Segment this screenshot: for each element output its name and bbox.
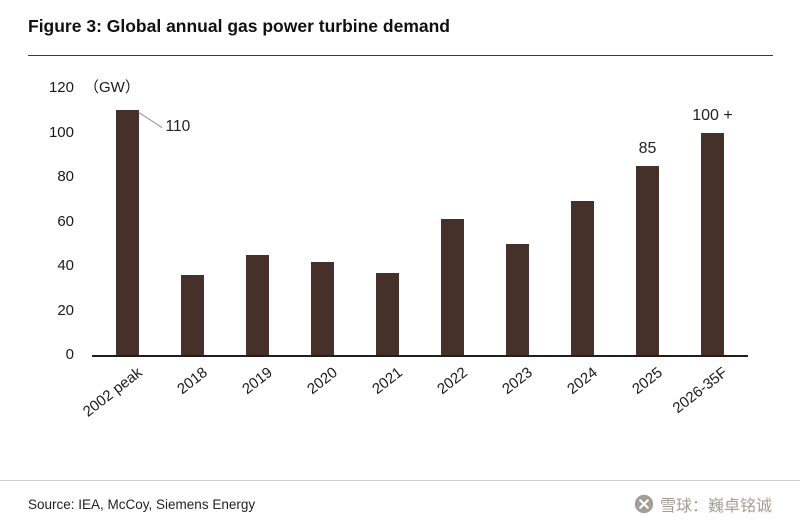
x-axis-category-label: 2023 xyxy=(499,364,536,398)
bar xyxy=(636,165,659,355)
y-axis-tick-label: 40 xyxy=(57,257,74,274)
x-axis-category-label: 2020 xyxy=(304,364,341,398)
bar xyxy=(571,201,594,355)
y-axis-tick-label: 120 xyxy=(48,79,74,96)
bar-value-label: 85 xyxy=(638,139,657,157)
watermark-text: 雪球：巍卓铭诚 xyxy=(659,498,772,515)
bar xyxy=(311,261,334,355)
x-axis-category-label: 2022 xyxy=(434,364,471,398)
y-axis-unit-label: （GW） xyxy=(84,79,140,96)
y-axis-tick-label: 20 xyxy=(57,301,74,319)
figure-title: Figure 3: Global annual gas power turbin… xyxy=(28,16,450,36)
bar xyxy=(506,243,529,355)
bar xyxy=(441,219,464,355)
bar xyxy=(116,110,139,355)
title-divider xyxy=(28,55,773,56)
footer-divider xyxy=(0,480,800,481)
x-axis-category-label: 2018 xyxy=(174,364,211,398)
watermark: 雪球：巍卓铭诚 xyxy=(634,492,772,516)
bar xyxy=(181,274,204,355)
bar-value-label: 110 xyxy=(165,118,191,136)
y-axis-tick-label: 100 xyxy=(48,123,74,141)
source-text: Source: IEA, McCoy, Siemens Energy xyxy=(28,497,256,512)
x-axis-category-label: 2021 xyxy=(369,364,406,398)
x-axis-category-label: 2024 xyxy=(564,364,601,398)
x-axis-line xyxy=(92,355,748,357)
x-axis-category-label: 2026-35F xyxy=(669,364,731,417)
x-axis-category-label: 2002 peak xyxy=(80,364,146,421)
bar-chart: 0 20 40 60 80 100 120 （GW） 2002 peak 2018 2019 2020… xyxy=(48,79,748,421)
bar xyxy=(246,254,269,355)
bar xyxy=(376,272,399,355)
y-axis-tick-label: 80 xyxy=(57,168,74,185)
callout-leader-line xyxy=(138,112,163,129)
y-axis-tick-label: 0 xyxy=(65,346,74,363)
x-axis-category-label: 2019 xyxy=(239,364,276,398)
x-axis-category-label: 2025 xyxy=(629,364,666,398)
bar-value-label: 100 + xyxy=(692,106,733,124)
y-axis-tick-label: 60 xyxy=(57,212,74,230)
xueqiu-logo-icon xyxy=(634,494,654,514)
bar xyxy=(701,132,724,355)
